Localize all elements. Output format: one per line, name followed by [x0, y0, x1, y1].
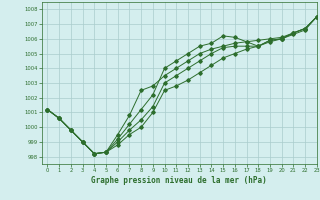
X-axis label: Graphe pression niveau de la mer (hPa): Graphe pression niveau de la mer (hPa)	[91, 176, 267, 185]
